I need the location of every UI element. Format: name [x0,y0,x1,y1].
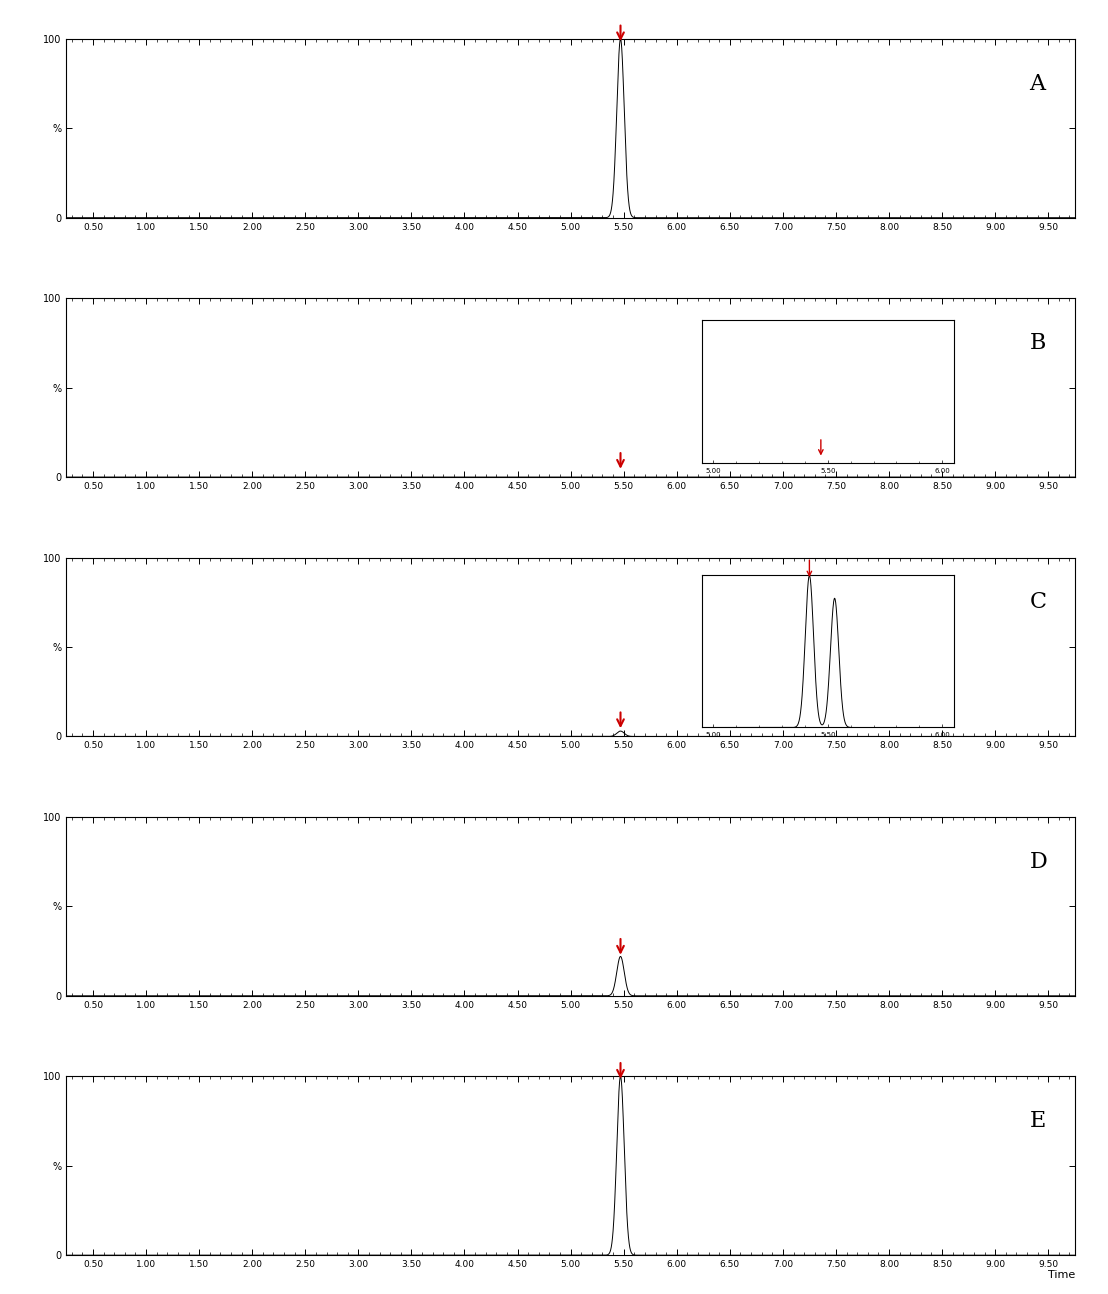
X-axis label: Time: Time [1047,1271,1075,1281]
Text: A: A [1029,72,1045,94]
Text: B: B [1029,331,1046,355]
Text: D: D [1029,850,1047,872]
Text: E: E [1029,1110,1046,1132]
Text: C: C [1029,591,1046,613]
